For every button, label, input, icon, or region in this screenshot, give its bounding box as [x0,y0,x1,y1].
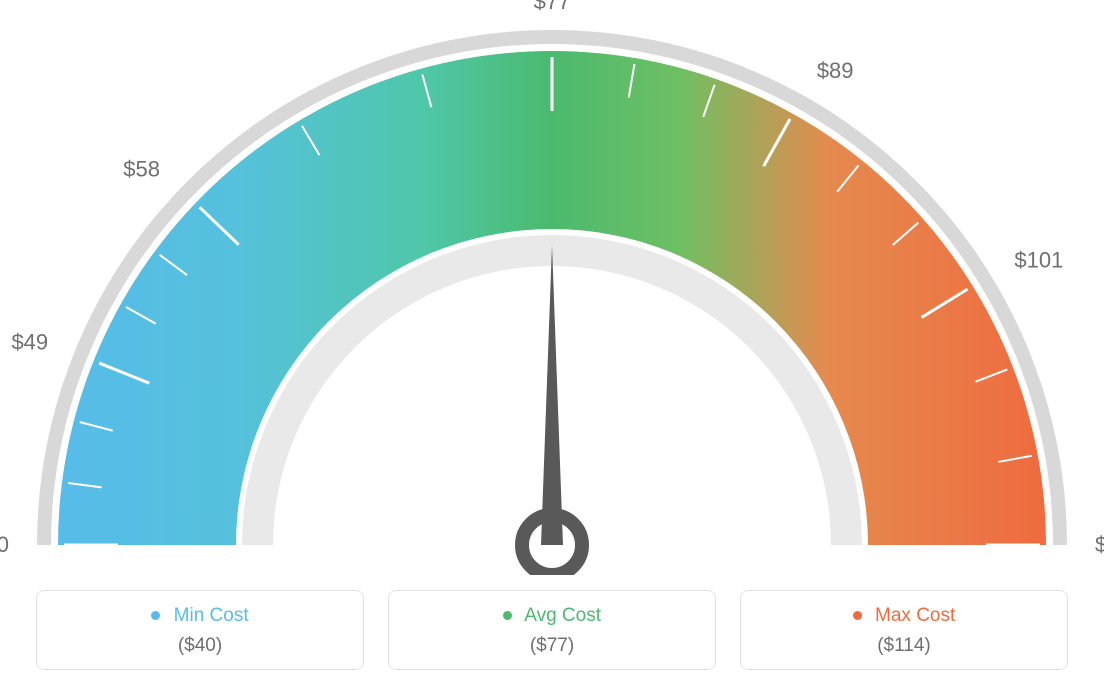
svg-text:$101: $101 [1014,247,1063,272]
dot-icon [151,611,160,620]
svg-text:$89: $89 [817,58,854,83]
svg-text:$58: $58 [123,156,160,181]
legend-min-label: Min Cost [174,605,249,626]
legend-min-value: ($40) [37,635,363,657]
legend-card-avg: Avg Cost ($77) [388,590,716,670]
dot-icon [853,611,862,620]
cost-gauge-widget: $40 $49 $58 $77 $89 $101 $114 Min Cost ($40) A… [0,0,1104,690]
legend-avg-value: ($77) [389,635,715,657]
svg-text:$49: $49 [11,330,48,355]
dot-icon [503,611,512,620]
svg-text:$114: $114 [1095,532,1104,557]
legend-min-title: Min Cost [37,605,363,627]
legend-card-max: Max Cost ($114) [740,590,1068,670]
svg-text:$40: $40 [0,532,9,557]
legend-max-title: Max Cost [741,605,1067,627]
legend-avg-label: Avg Cost [524,605,601,626]
gauge-chart: $40 $49 $58 $77 $89 $101 $114 [0,0,1104,575]
legend-max-value: ($114) [741,635,1067,657]
legend-max-label: Max Cost [875,605,955,626]
legend-card-min: Min Cost ($40) [36,590,364,670]
svg-text:$77: $77 [534,0,571,14]
legend-avg-title: Avg Cost [389,605,715,627]
legend-row: Min Cost ($40) Avg Cost ($77) Max Cost (… [36,590,1068,670]
